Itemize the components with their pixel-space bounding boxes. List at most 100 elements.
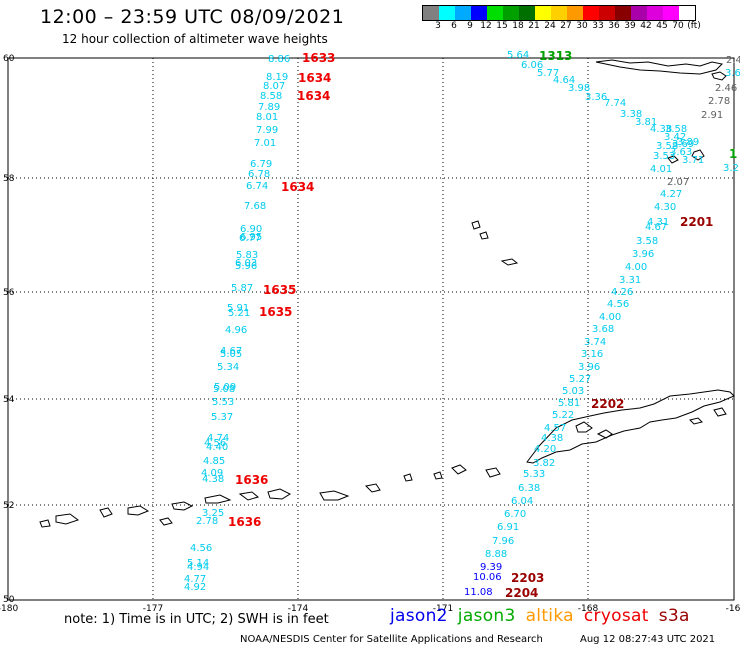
coastline (55, 513, 80, 525)
wave-height-label: 3.2 (723, 163, 739, 174)
coastline (479, 231, 489, 240)
wave-height-label: 4.31 (647, 217, 669, 228)
pass-time-label: 1 (729, 147, 737, 161)
wave-height-label: 3.96 (578, 362, 600, 373)
wave-height-label: 3.82 (533, 458, 555, 469)
wave-height-label: 5.53 (212, 397, 234, 408)
wave-height-label: 5.34 (217, 362, 239, 373)
wave-height-label: 8.01 (256, 112, 278, 123)
wave-height-label: 6.70 (504, 509, 526, 520)
color-scale-label: 9 (467, 21, 473, 31)
wave-height-label: 3.71 (682, 155, 704, 166)
longitude-label: -174 (288, 604, 309, 614)
wave-height-label: 4.38 (541, 433, 563, 444)
wave-height-label: 3.31 (619, 275, 641, 286)
wave-height-label: 7.99 (256, 125, 278, 136)
satellite-label: altika (525, 606, 574, 626)
wave-height-label: 6.77 (239, 233, 261, 244)
coastline (691, 149, 705, 161)
pass-time-label: 1635 (263, 283, 296, 297)
map-frame (7, 57, 735, 601)
wave-height-label: 5.09 (214, 382, 236, 393)
color-swatch (471, 6, 487, 20)
color-swatch (615, 6, 631, 20)
page-title: 12:00 – 23:59 UTC 08/09/2021 (40, 6, 345, 28)
wave-height-label: 7.01 (254, 138, 276, 149)
coastline (171, 501, 194, 511)
satellite-label: jason3 (457, 606, 516, 626)
wave-height-label: 6.79 (250, 159, 272, 170)
longitude-label: -177 (143, 604, 163, 614)
color-scale-label: 27 (560, 21, 572, 31)
color-swatch (567, 6, 583, 20)
wave-height-label: 3.96 (632, 249, 654, 260)
wave-height-label: 5.64 (507, 50, 529, 61)
coastline (689, 417, 703, 425)
color-scale-label: 39 (624, 21, 636, 31)
coastline (711, 71, 727, 81)
color-scale-label: 42 (640, 21, 652, 31)
wave-height-label: 2.07 (667, 177, 689, 188)
wave-height-label: 5.77 (537, 68, 559, 79)
color-scale-label: 70 (672, 21, 684, 31)
pass-time-label: 1634 (281, 180, 314, 194)
latitude-label: 50 (3, 595, 15, 605)
coastline (319, 490, 350, 501)
wave-height-label: 3.25 (202, 508, 224, 519)
color-scale-label: 24 (544, 21, 556, 31)
color-swatch (519, 6, 535, 20)
color-swatch (439, 6, 455, 20)
coastline (127, 505, 150, 516)
color-scale-label: 33 (592, 21, 604, 31)
color-swatch (535, 6, 551, 20)
coastline (500, 258, 519, 266)
wave-height-label: 3.58 (656, 141, 678, 152)
wave-height-label: 4.00 (625, 262, 647, 273)
coastline (667, 155, 679, 164)
wave-height-label: 4.96 (225, 325, 247, 336)
coastline (575, 421, 593, 433)
latitude-label: 54 (3, 395, 15, 405)
wave-height-label: 4.56 (204, 438, 226, 449)
wave-height-label: 4.27 (660, 189, 682, 200)
wave-height-label: 6.78 (248, 169, 270, 180)
color-scale-label: 45 (656, 21, 668, 31)
satellite-label: jason2 (390, 606, 448, 626)
color-scale-label: 30 (576, 21, 588, 31)
wave-height-label: 4.67 (645, 222, 667, 233)
coastline (267, 488, 292, 500)
color-swatch (599, 6, 615, 20)
wave-height-label: 5.22 (552, 410, 574, 421)
color-scale-label: 3 (435, 21, 441, 31)
longitude-label: -16 (726, 604, 740, 614)
pass-time-label: 2202 (591, 397, 624, 411)
wave-height-label: 5.14 (187, 558, 209, 569)
wave-height-label: 5.91 (227, 303, 249, 314)
wave-height-label: 5.27 (569, 374, 591, 385)
pass-time-label: 1633 (302, 51, 335, 65)
wave-height-label: 4.09 (201, 468, 223, 479)
wave-height-label: 8.58 (260, 91, 282, 102)
wave-height-label: 5.33 (523, 469, 545, 480)
wave-height-label: 2.78 (708, 96, 730, 107)
coastline (485, 467, 501, 478)
color-scale-label: 15 (496, 21, 508, 31)
wave-height-label: 4.40 (206, 442, 228, 453)
satellite-label: s3a (658, 606, 690, 626)
wave-height-label: 5.08 (213, 384, 235, 395)
color-swatch (631, 6, 647, 20)
coastline (713, 407, 727, 417)
wave-height-label: 3.36 (585, 92, 607, 103)
wave-height-label: 6.95 (240, 232, 262, 243)
credit-line: NOAA/NESDIS Center for Satellite Applica… (240, 634, 543, 645)
wave-height-label: 4.64 (553, 75, 575, 86)
color-swatch (551, 6, 567, 20)
wave-height-label: 4.57 (544, 423, 566, 434)
latitude-label: 56 (3, 288, 15, 298)
pass-time-label: 1634 (297, 89, 330, 103)
wave-height-label: 6.90 (240, 224, 262, 235)
wave-height-label: 3.69 (672, 139, 694, 150)
wave-height-label: 7.96 (492, 536, 514, 547)
coastline (526, 389, 735, 464)
wave-height-label: 4.94 (187, 562, 209, 573)
